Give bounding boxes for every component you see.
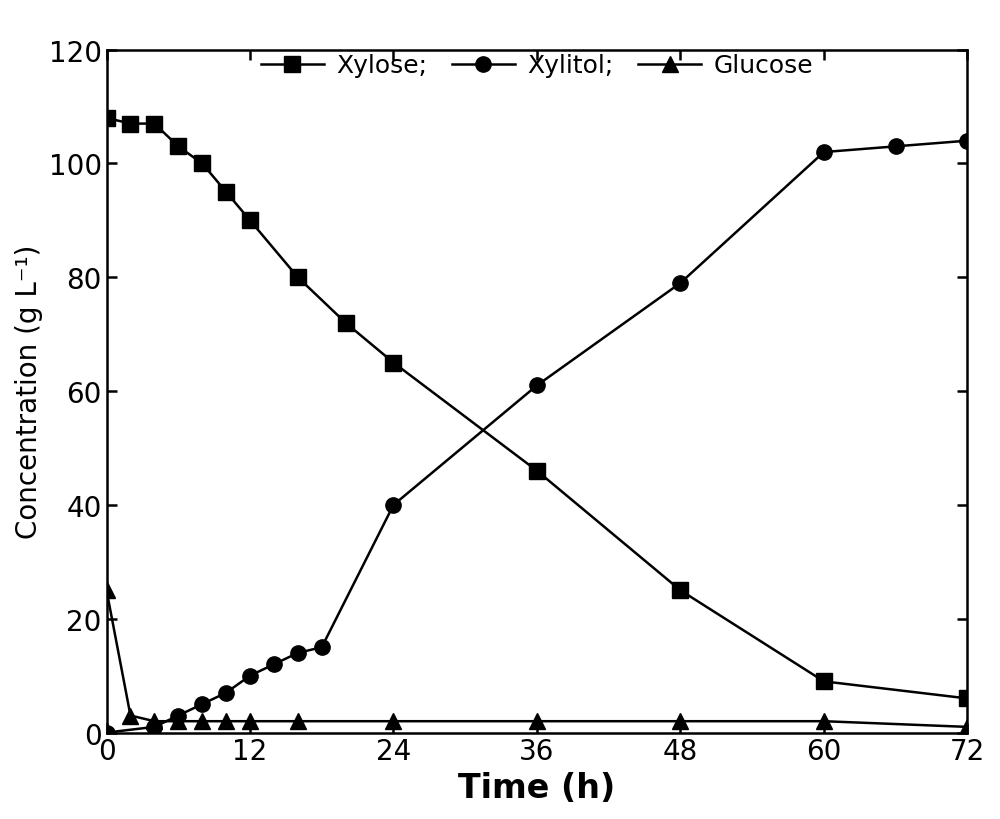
Xylose; [387,358,399,368]
Xylitol; [172,711,184,721]
Xylitol; [268,659,280,669]
Xylitol; [244,671,256,681]
Xylitol; [220,688,232,698]
Xylitol; [387,500,399,510]
Xylitol; [890,143,902,152]
Glucose [674,717,686,726]
Xylose; [220,188,232,197]
Glucose [818,717,830,726]
Glucose [101,586,113,595]
Line: Glucose: Glucose [99,583,975,735]
Xylose; [818,676,830,686]
Line: Xylitol;: Xylitol; [99,133,975,740]
Xylose; [172,143,184,152]
Xylose; [340,319,352,328]
Xylose; [674,586,686,595]
Xylose; [196,160,208,170]
Xylitol; [196,699,208,709]
Glucose [196,717,208,726]
Xylitol; [818,148,830,158]
Glucose [387,717,399,726]
X-axis label: Time (h): Time (h) [458,771,616,804]
Xylitol; [148,722,160,732]
Xylitol; [531,381,543,391]
Xylitol; [961,137,973,147]
Legend: Xylose;, Xylitol;, Glucose: Xylose;, Xylitol;, Glucose [256,49,818,84]
Glucose [220,717,232,726]
Xylose; [124,120,136,129]
Xylose; [101,114,113,124]
Glucose [531,717,543,726]
Glucose [172,717,184,726]
Y-axis label: Concentration (g L⁻¹): Concentration (g L⁻¹) [15,245,43,539]
Xylose; [244,216,256,226]
Xylitol; [316,643,328,653]
Xylose; [292,273,304,283]
Line: Xylose;: Xylose; [99,111,975,706]
Glucose [244,717,256,726]
Xylose; [148,120,160,129]
Glucose [124,711,136,721]
Glucose [961,722,973,732]
Xylose; [531,466,543,476]
Xylose; [961,694,973,704]
Glucose [292,717,304,726]
Xylitol; [101,728,113,738]
Xylitol; [292,648,304,658]
Xylitol; [674,278,686,288]
Glucose [148,717,160,726]
